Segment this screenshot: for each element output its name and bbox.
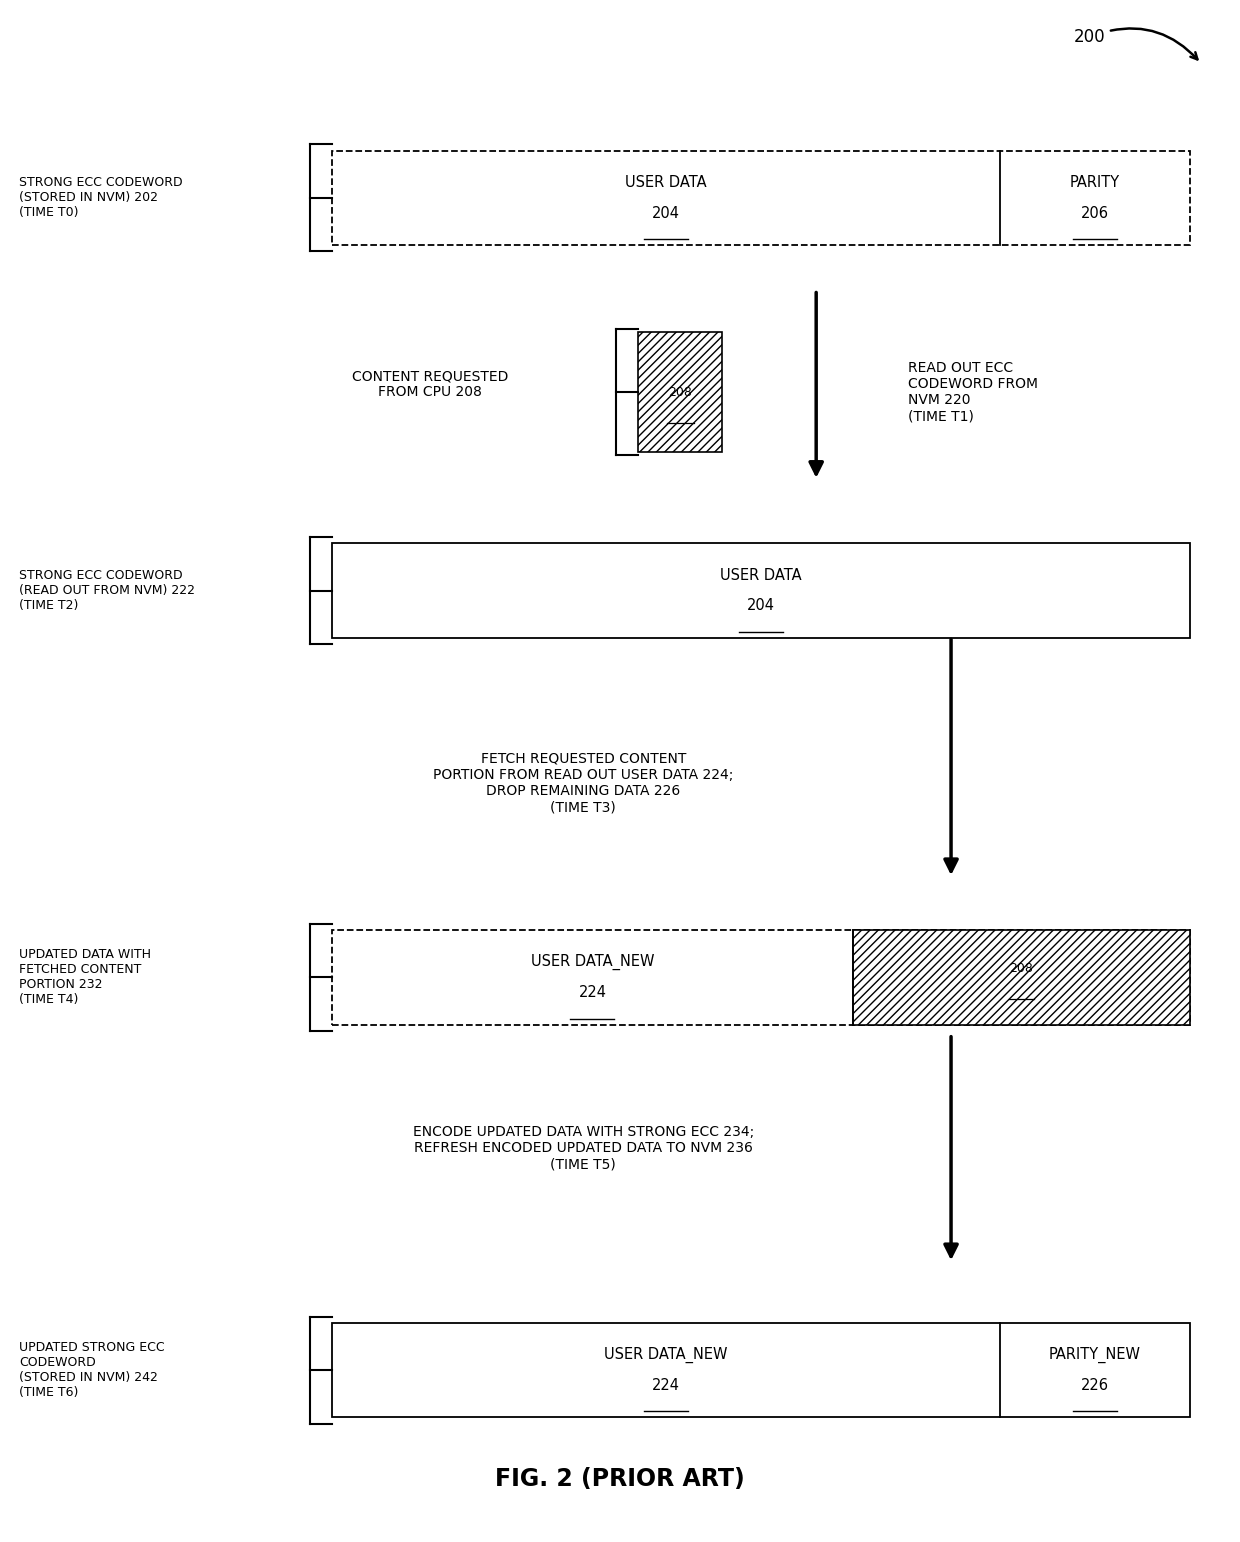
Text: 224: 224 <box>652 1379 680 1392</box>
Text: PARITY: PARITY <box>1070 176 1120 190</box>
Bar <box>853 930 1190 1025</box>
Text: CONTENT REQUESTED
FROM CPU 208: CONTENT REQUESTED FROM CPU 208 <box>352 369 508 399</box>
Text: USER DATA: USER DATA <box>625 176 707 190</box>
Text: USER DATA_NEW: USER DATA_NEW <box>531 954 655 970</box>
Text: 208: 208 <box>668 386 692 398</box>
Text: 226: 226 <box>1081 1379 1109 1392</box>
Text: ENCODE UPDATED DATA WITH STRONG ECC 234;
REFRESH ENCODED UPDATED DATA TO NVM 236: ENCODE UPDATED DATA WITH STRONG ECC 234;… <box>413 1126 754 1172</box>
Text: UPDATED STRONG ECC
CODEWORD
(STORED IN NVM) 242
(TIME T6): UPDATED STRONG ECC CODEWORD (STORED IN N… <box>19 1342 165 1399</box>
Bar <box>332 1323 1190 1417</box>
Text: USER DATA: USER DATA <box>720 567 802 583</box>
Text: 206: 206 <box>1081 205 1109 221</box>
Text: FIG. 2 (PRIOR ART): FIG. 2 (PRIOR ART) <box>495 1466 745 1491</box>
Text: READ OUT ECC
CODEWORD FROM
NVM 220
(TIME T1): READ OUT ECC CODEWORD FROM NVM 220 (TIME… <box>908 361 1038 424</box>
Bar <box>853 930 1190 1025</box>
Text: STRONG ECC CODEWORD
(READ OUT FROM NVM) 222
(TIME T2): STRONG ECC CODEWORD (READ OUT FROM NVM) … <box>19 569 195 612</box>
Text: 204: 204 <box>746 598 775 614</box>
Text: USER DATA_NEW: USER DATA_NEW <box>604 1346 728 1363</box>
Text: 204: 204 <box>652 205 680 221</box>
Text: UPDATED DATA WITH
FETCHED CONTENT
PORTION 232
(TIME T4): UPDATED DATA WITH FETCHED CONTENT PORTIO… <box>19 948 151 1007</box>
Bar <box>639 333 722 452</box>
Bar <box>332 543 1190 638</box>
Text: FETCH REQUESTED CONTENT
PORTION FROM READ OUT USER DATA 224;
DROP REMAINING DATA: FETCH REQUESTED CONTENT PORTION FROM REA… <box>433 752 733 814</box>
Bar <box>332 930 1190 1025</box>
Bar <box>639 333 722 452</box>
Text: 208: 208 <box>1009 962 1033 975</box>
Text: PARITY_NEW: PARITY_NEW <box>1049 1346 1141 1363</box>
Text: STRONG ECC CODEWORD
(STORED IN NVM) 202
(TIME T0): STRONG ECC CODEWORD (STORED IN NVM) 202 … <box>19 176 182 219</box>
Bar <box>332 151 1190 245</box>
Text: 200: 200 <box>1074 28 1198 60</box>
Text: 224: 224 <box>578 985 606 1001</box>
